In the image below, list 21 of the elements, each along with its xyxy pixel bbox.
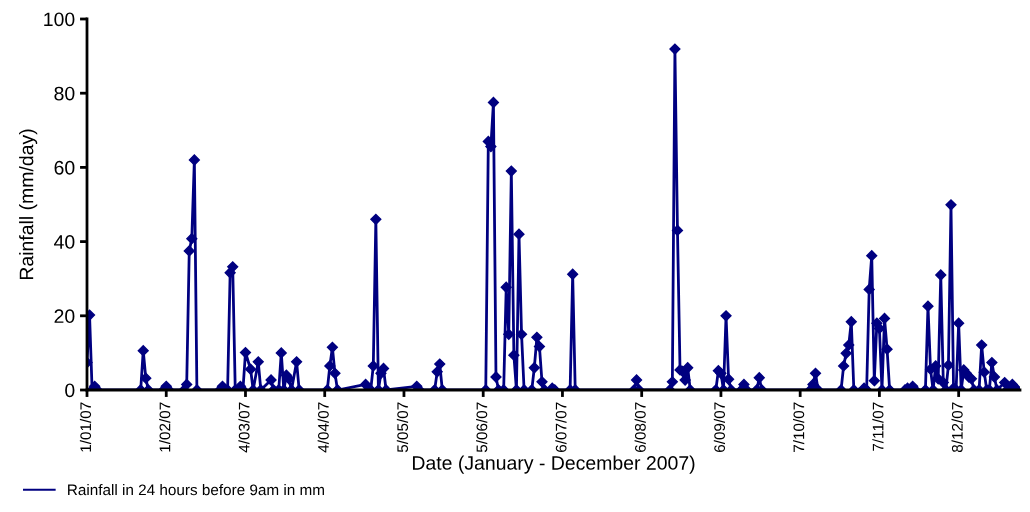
y-tick-label: 20 xyxy=(54,309,75,324)
x-tick-label: 4/04/07 xyxy=(317,402,329,453)
y-tick-label: 0 xyxy=(65,383,75,398)
y-axis-title: Rainfall (mm/day) xyxy=(19,129,38,280)
x-axis-title: Date (January - December 2007) xyxy=(412,455,695,474)
x-tick-label: 6/07/07 xyxy=(555,402,567,452)
x-tick-label: 8/12/07 xyxy=(951,402,963,453)
y-tick-label: 40 xyxy=(54,235,75,249)
x-tick-label: 7/10/07 xyxy=(793,402,805,452)
y-tick-label: 100 xyxy=(44,12,75,27)
x-tick-label: 1/02/07 xyxy=(159,402,171,452)
x-tick-label: 6/08/07 xyxy=(634,402,646,452)
y-tick-label: 80 xyxy=(54,86,75,101)
y-tick-label: 60 xyxy=(54,160,75,175)
x-tick-label: 5/06/07 xyxy=(476,402,488,453)
legend-label: Rainfall in 24 hours before 9am in mm xyxy=(68,484,324,496)
x-tick-label: 4/03/07 xyxy=(238,402,250,453)
x-tick-label: 6/09/07 xyxy=(713,402,726,452)
x-tick-label: 5/05/07 xyxy=(396,402,409,453)
x-tick-label: 7/11/07 xyxy=(872,402,884,451)
x-tick-label: 1/01/07 xyxy=(79,402,92,452)
